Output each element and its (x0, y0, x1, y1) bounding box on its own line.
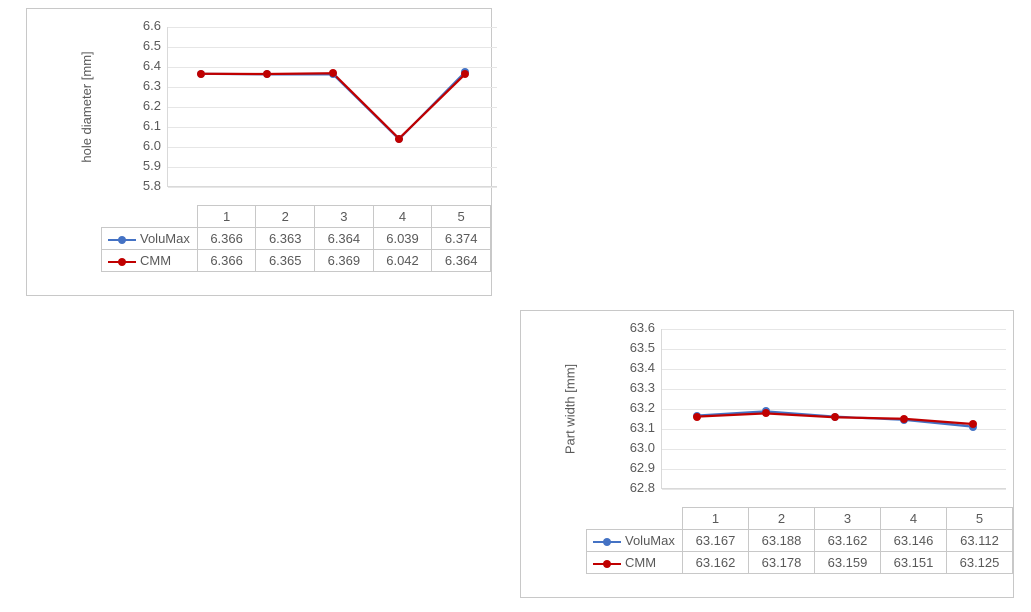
chart1-series-name: VoluMax (140, 231, 190, 246)
chart2-data-cell: 63.162 (683, 552, 749, 574)
chart2-marker (831, 413, 839, 421)
chart2-data-table: 12345VoluMax63.16763.18863.16263.14663.1… (586, 507, 1013, 574)
chart1-data-cell: 6.363 (256, 228, 315, 250)
chart2-ytick: 63.5 (613, 340, 655, 355)
chart1-series-name: CMM (140, 253, 171, 268)
chart1-category-header: 5 (432, 206, 491, 228)
chart2-category-header: 2 (749, 508, 815, 530)
chart2-data-cell: 63.167 (683, 530, 749, 552)
chart2-data-cell: 63.112 (947, 530, 1013, 552)
chart1-data-table: 12345VoluMax6.3666.3636.3646.0396.374CMM… (101, 205, 491, 272)
chart1-legend-cell: CMM (102, 250, 198, 272)
chart2-ytick: 63.3 (613, 380, 655, 395)
chart2-data-cell: 63.146 (881, 530, 947, 552)
chart2-category-header: 5 (947, 508, 1013, 530)
chart1-table-corner (102, 206, 198, 228)
chart1-data-cell: 6.364 (432, 250, 491, 272)
chart1-ytick: 6.5 (119, 38, 161, 53)
chart1-panel: hole diameter [mm] 5.8 5.9 6.0 6.1 6.2 6.3 6.4 6… (26, 8, 492, 296)
chart2-legend-cell: CMM (587, 552, 683, 574)
chart2-data-cell: 63.159 (815, 552, 881, 574)
chart1-ytick: 6.3 (119, 78, 161, 93)
chart1-ytick: 5.8 (119, 178, 161, 193)
chart2-legend-swatch (593, 559, 621, 569)
chart2-lines (662, 329, 1007, 489)
chart1-gridline (168, 187, 497, 188)
chart2-table-corner (587, 508, 683, 530)
chart2-marker (900, 415, 908, 423)
chart1-category-header: 1 (197, 206, 256, 228)
chart2-data-cell: 63.125 (947, 552, 1013, 574)
chart2-ytick: 63.4 (613, 360, 655, 375)
chart2-ytick: 63.6 (613, 320, 655, 335)
chart1-marker (461, 70, 469, 78)
chart1-data-cell: 6.042 (373, 250, 432, 272)
chart2-panel: Part width [mm] 62.8 62.9 63.0 63.1 63.2 63.3 6… (520, 310, 1014, 598)
chart2-ytick: 63.0 (613, 440, 655, 455)
chart1-ylabel: hole diameter [mm] (79, 51, 94, 162)
chart2-category-header: 1 (683, 508, 749, 530)
chart1-legend-cell: VoluMax (102, 228, 198, 250)
chart2-legend-dot-icon (603, 538, 611, 546)
chart2-category-header: 4 (881, 508, 947, 530)
chart1-marker (395, 135, 403, 143)
chart2-data-cell: 63.162 (815, 530, 881, 552)
chart1-series-line-0 (201, 72, 465, 139)
chart2-marker (969, 420, 977, 428)
chart1-legend-dot-icon (118, 236, 126, 244)
chart1-data-cell: 6.365 (256, 250, 315, 272)
chart1-ytick: 6.0 (119, 138, 161, 153)
chart2-series-name: VoluMax (625, 533, 675, 548)
chart1-data-cell: 6.369 (315, 250, 374, 272)
chart1-data-cell: 6.374 (432, 228, 491, 250)
chart1-category-header: 4 (373, 206, 432, 228)
chart2-legend-dot-icon (603, 560, 611, 568)
chart2-plot (661, 329, 1006, 489)
chart1-category-header: 2 (256, 206, 315, 228)
chart1-category-header: 3 (315, 206, 374, 228)
chart2-data-cell: 63.151 (881, 552, 947, 574)
chart1-ytick: 6.4 (119, 58, 161, 73)
chart2-data-cell: 63.188 (749, 530, 815, 552)
chart2-series-name: CMM (625, 555, 656, 570)
chart2-legend-cell: VoluMax (587, 530, 683, 552)
chart2-ytick: 63.1 (613, 420, 655, 435)
chart1-lines (168, 27, 498, 187)
chart1-data-cell: 6.366 (197, 250, 256, 272)
chart1-data-cell: 6.039 (373, 228, 432, 250)
chart1-marker (329, 69, 337, 77)
chart1-legend-swatch (108, 235, 136, 245)
chart1-ytick: 5.9 (119, 158, 161, 173)
chart2-ytick: 62.9 (613, 460, 655, 475)
chart2-ytick: 62.8 (613, 480, 655, 495)
chart2-data-cell: 63.178 (749, 552, 815, 574)
chart2-legend-swatch (593, 537, 621, 547)
chart2-marker (693, 413, 701, 421)
chart2-gridline (662, 489, 1006, 490)
chart2-category-header: 3 (815, 508, 881, 530)
chart2-ytick: 63.2 (613, 400, 655, 415)
chart1-data-cell: 6.366 (197, 228, 256, 250)
chart1-plot (167, 27, 497, 187)
chart1-data-cell: 6.364 (315, 228, 374, 250)
chart1-marker (197, 70, 205, 78)
chart1-ytick: 6.6 (119, 18, 161, 33)
chart2-marker (762, 409, 770, 417)
chart1-legend-dot-icon (118, 258, 126, 266)
chart1-ytick: 6.1 (119, 118, 161, 133)
chart1-series-line-1 (201, 73, 465, 138)
chart1-marker (263, 70, 271, 78)
chart1-legend-swatch (108, 257, 136, 267)
chart1-ytick: 6.2 (119, 98, 161, 113)
chart2-ylabel: Part width [mm] (563, 364, 578, 454)
